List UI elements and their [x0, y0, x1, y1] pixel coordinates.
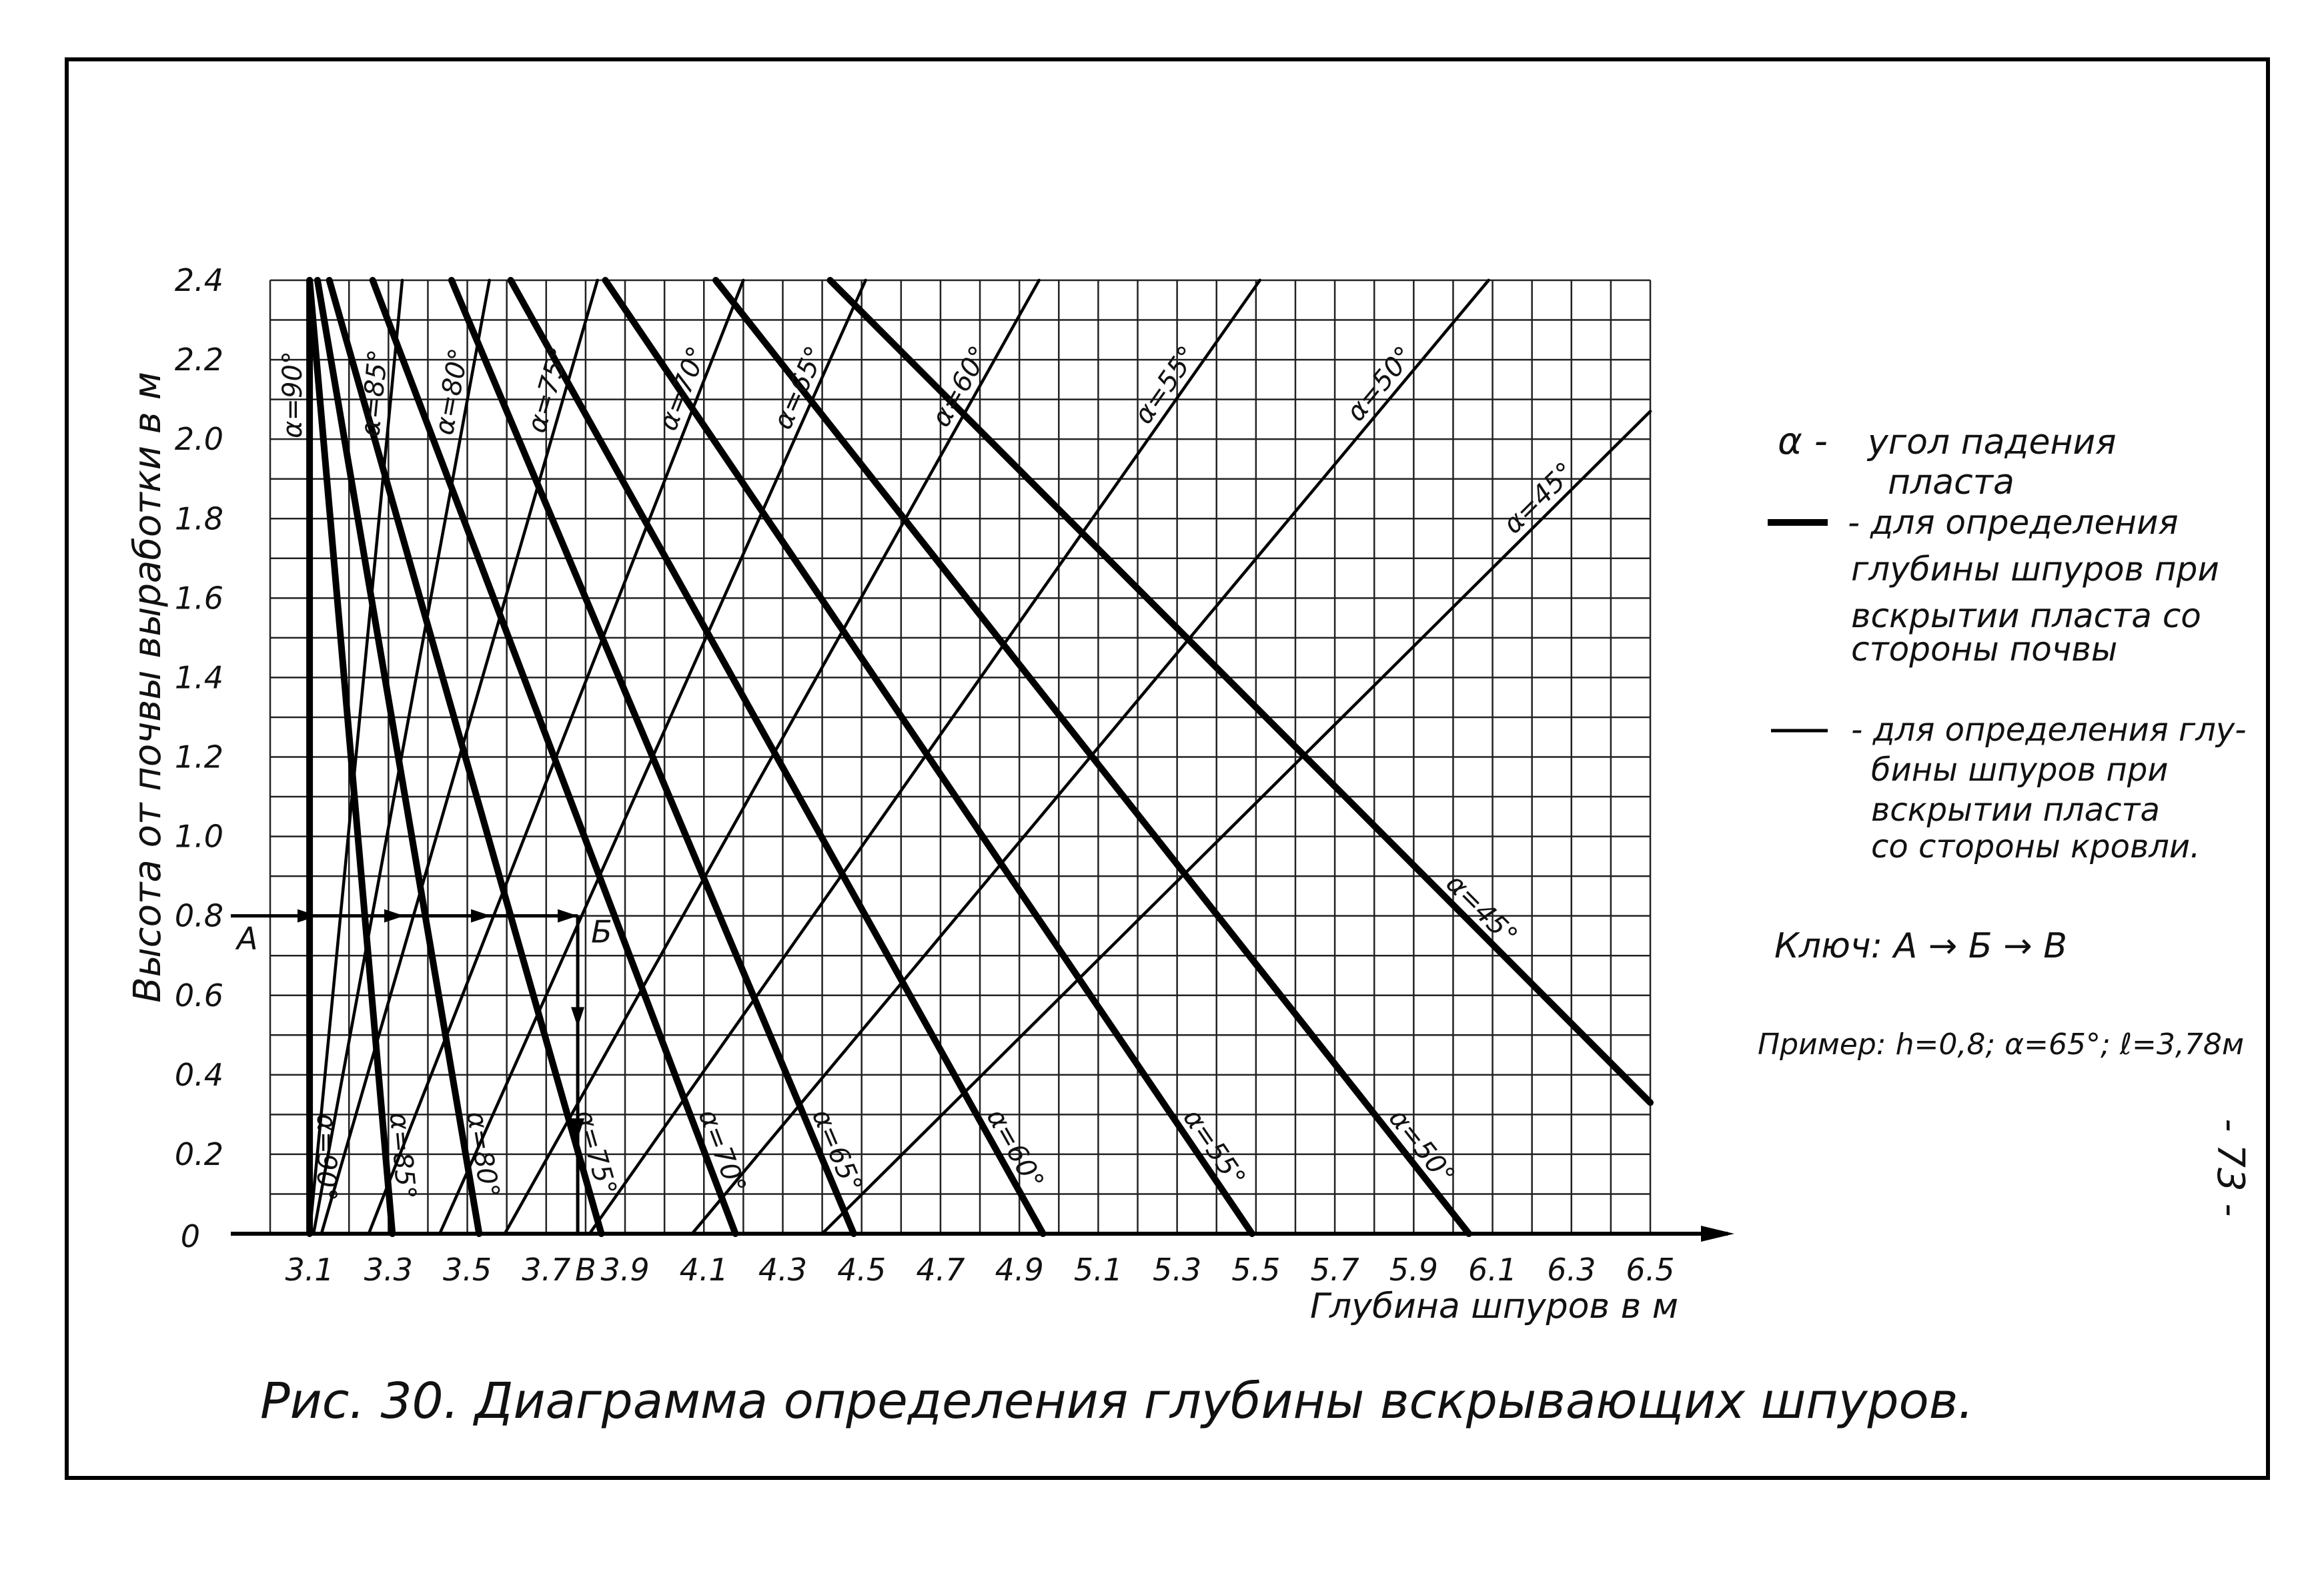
thin-line-alpha-50: [690, 278, 1490, 1236]
y-tick-label: 0.8: [175, 898, 223, 934]
thin-line-alpha-75: [320, 278, 599, 1236]
legend-alpha-symbol: α -: [1778, 420, 1828, 463]
thin-line-label-alpha-90: α=90°: [277, 351, 308, 438]
legend-thin-text-2: бины шпуров при: [1871, 751, 2168, 789]
x-tick-label: 4.7: [916, 1252, 965, 1288]
x-axis-title: Глубина шпуров в м: [1310, 1286, 1678, 1326]
legend-thin-text-1: - для определения глу-: [1851, 711, 2247, 749]
x-tick-label: 3.7: [522, 1252, 570, 1288]
x-tick-label: 5.9: [1389, 1252, 1438, 1288]
x-tick-label: 4.3: [758, 1252, 807, 1288]
legend-alpha-text-2: пласта: [1888, 462, 2014, 502]
y-tick-label: 1.4: [175, 659, 223, 695]
thin-line-alpha-55: [588, 278, 1262, 1236]
arrow-right-icon: [298, 909, 318, 923]
thick-line-alpha-45: [826, 277, 1654, 1106]
y-axis-title: Высота от почвы выработки в м: [126, 372, 169, 1003]
thick-line-alpha-70: [369, 277, 739, 1237]
y-tick-label: 1.6: [175, 580, 223, 616]
thick-line-alpha-75: [326, 277, 605, 1237]
thick-line-alpha-60: [507, 277, 1047, 1237]
legend: α - угол падения пласта - для определени…: [1758, 420, 2247, 1062]
y-tick-label: 0.6: [175, 977, 223, 1014]
x-tick-label: 4.9: [995, 1252, 1044, 1288]
legend-thick-text-3: вскрытии пласта со: [1851, 597, 2201, 635]
thin-line-label-alpha-50: α=50°: [1341, 341, 1420, 428]
key-point-v-label: В: [575, 1252, 596, 1288]
y-tick-label: 1.8: [175, 500, 223, 536]
page-frame: [65, 57, 2270, 1480]
x-tick-label: 5.5: [1231, 1252, 1280, 1288]
page-number: - 73 -: [2209, 1118, 2252, 1216]
x-tick-label: 3.9: [600, 1252, 649, 1288]
thin-line-alpha-45: [820, 410, 1652, 1236]
thin-line-alpha-70: [367, 278, 745, 1236]
example-path: А Б В: [231, 909, 612, 1288]
arrow-down-icon: [571, 1118, 585, 1139]
x-tick-label: 6.1: [1468, 1252, 1517, 1288]
figure-caption: Рис. 30. Диаграмма определения глубины в…: [260, 1372, 1974, 1430]
x-tick-label: 4.1: [680, 1252, 728, 1288]
arrow-down-icon: [571, 1007, 585, 1028]
y-tick-label: 2.4: [175, 262, 223, 298]
thin-line-label-alpha-45: α=45°: [1498, 456, 1581, 540]
thin-line-alpha-65: [438, 278, 867, 1236]
thin-line-alpha-85: [308, 278, 404, 1236]
thick-line-alpha-80: [314, 277, 483, 1237]
key-point-b-label: Б: [591, 914, 612, 950]
y-tick-label: 2.2: [175, 342, 223, 378]
x-tick-label: 3.5: [443, 1252, 492, 1288]
x-axis-arrow-icon: [1701, 1226, 1734, 1242]
y-tick-label: 1.0: [175, 819, 223, 855]
thick-line-alpha-85: [306, 277, 396, 1237]
legend-thin-text-4: со стороны кровли.: [1871, 828, 2200, 865]
y-tick-label: 0: [181, 1218, 200, 1254]
legend-thick-text-1: - для определения: [1848, 503, 2179, 542]
x-tick-label: 6.5: [1626, 1252, 1674, 1288]
x-tick-label: 6.3: [1547, 1252, 1596, 1288]
legend-example: Пример: h=0,8; α=65°; ℓ=3,78м: [1758, 1028, 2244, 1062]
x-tick-label: 5.7: [1311, 1252, 1359, 1288]
arrow-right-icon: [384, 909, 405, 923]
legend-alpha-text-1: угол падения: [1866, 422, 2117, 462]
y-tick-label: 0.4: [175, 1057, 223, 1093]
arrow-right-icon: [471, 909, 492, 923]
y-tick-label: 0.2: [175, 1136, 223, 1172]
legend-thick-text-2: глубины шпуров при: [1851, 550, 2219, 588]
thick-line-label-alpha-65: α=65°: [806, 1105, 868, 1197]
legend-thin-text-3: вскрытии пласта: [1871, 791, 2160, 829]
thin-line-alpha-60: [503, 278, 1041, 1236]
axes: [231, 1226, 1734, 1242]
thin-line-alpha-80: [312, 278, 491, 1236]
tick-labels: 3.1 3.3 3.5 3.7 3.9 4.1 4.3 4.5 4.7 4.9 5.1 5.3 5.5 5…: [175, 262, 1675, 1288]
legend-thick-text-4: стороны почвы: [1851, 630, 2117, 669]
arrow-right-icon: [558, 909, 578, 923]
x-tick-label: 5.1: [1074, 1252, 1123, 1288]
thick-line-alpha-55: [602, 277, 1255, 1237]
legend-key: Ключ: А → Б → В: [1774, 926, 2067, 966]
x-tick-label: 3.3: [364, 1252, 413, 1288]
thick-line-alpha-50: [712, 277, 1473, 1237]
y-tick-label: 1.2: [175, 739, 223, 775]
y-tick-label: 2.0: [175, 421, 223, 457]
x-tick-label: 4.5: [837, 1252, 886, 1288]
thick-line-label-alpha-85: α=85°: [384, 1111, 422, 1200]
x-tick-label: 3.1: [285, 1252, 334, 1288]
key-point-a-label: А: [235, 921, 257, 957]
x-tick-label: 5.3: [1153, 1252, 1201, 1288]
